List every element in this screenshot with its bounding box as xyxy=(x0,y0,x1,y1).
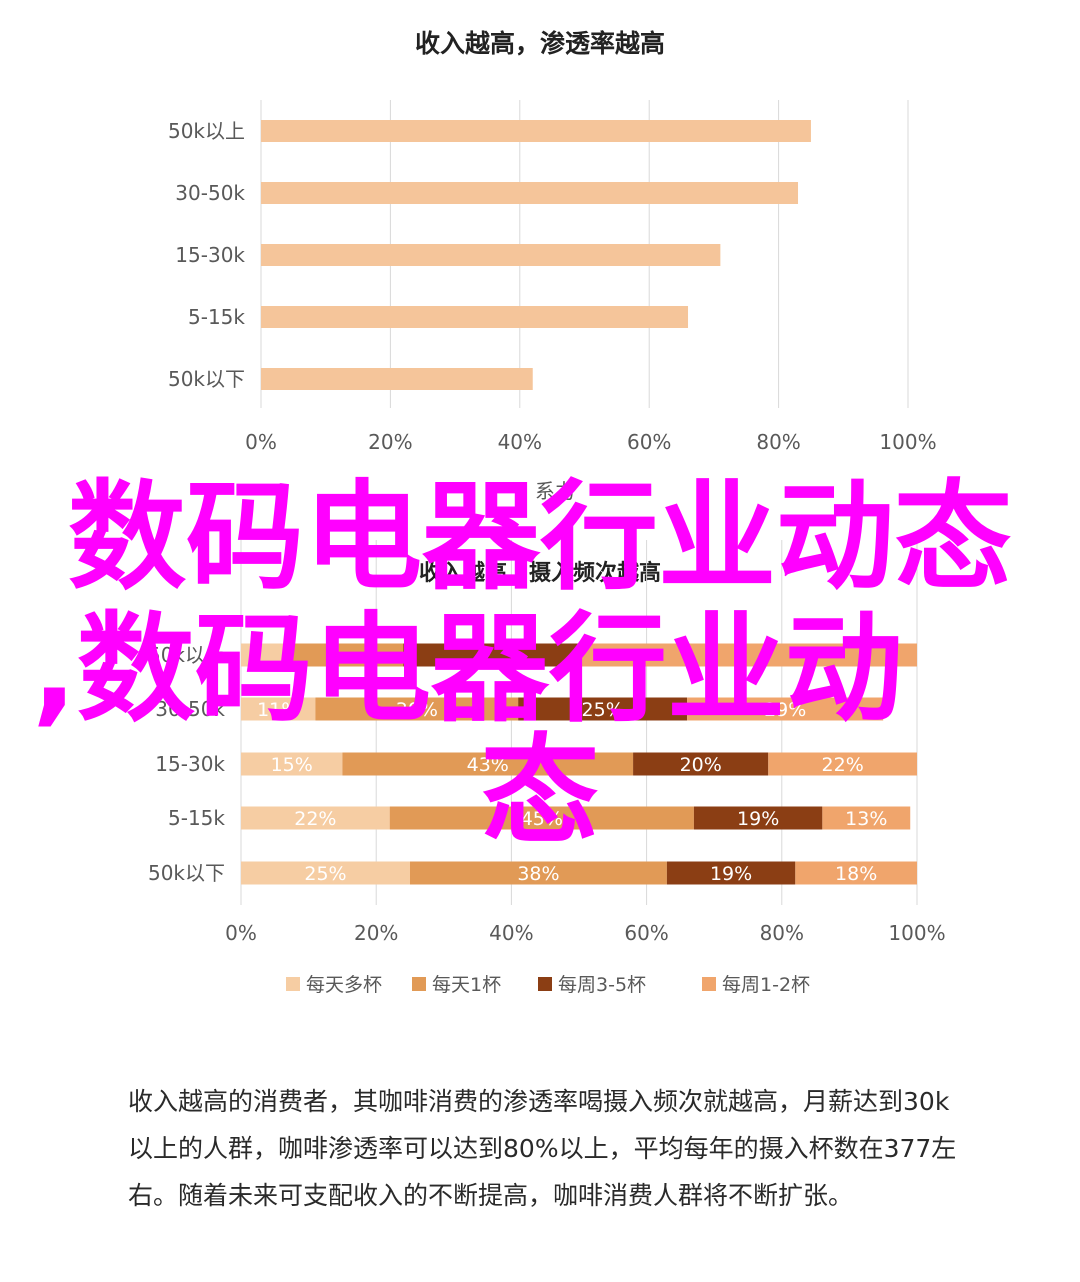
chart2-x-tick-label: 80% xyxy=(760,921,804,945)
chart2-data-label: 11% xyxy=(257,699,299,721)
chart2-legend-label: 每天多杯 xyxy=(306,974,382,996)
chart1-y-tick-label: 50k以下 xyxy=(168,367,245,391)
chart2-y-tick-label: 50k以下 xyxy=(148,861,225,885)
chart2-legend-swatch xyxy=(286,977,300,991)
chart2-y-tick-label: 15-30k xyxy=(155,752,225,776)
chart2-bar-segment xyxy=(241,643,289,667)
chart2-data-label: 20% xyxy=(680,754,722,776)
chart2-legend-swatch xyxy=(702,977,716,991)
chart2-bar-segment xyxy=(342,752,634,776)
chart1-bar xyxy=(261,120,811,142)
chart2-legend-label: 每周1-2杯 xyxy=(722,974,810,996)
chart2-data-label: 25% xyxy=(304,863,346,885)
chart2-bar-segment xyxy=(241,861,410,885)
chart2-data-label: 25% xyxy=(582,699,624,721)
chart2-data-label: 19% xyxy=(737,808,779,830)
chart1-y-tick-label: 5-15k xyxy=(188,305,245,329)
chart2-subtitle-fragment: 系力 xyxy=(535,479,575,503)
chart2-bar-segment xyxy=(579,643,917,667)
chart2-x-tick-label: 100% xyxy=(888,921,945,945)
chart2-x-tick-label: 0% xyxy=(225,921,257,945)
chart2-bar-segment xyxy=(288,643,404,667)
chart2-data-label: 30% xyxy=(396,699,438,721)
chart2-bar-segment xyxy=(403,643,579,667)
chart1-bar xyxy=(261,306,689,328)
chart1-title: 收入越高，渗透率越高 xyxy=(415,29,665,58)
chart1-y-tick-label: 50k以上 xyxy=(168,119,245,143)
chart2-data-label: 15% xyxy=(271,754,313,776)
chart2-data-label: 22% xyxy=(822,754,864,776)
chart1-x-tick-label: 40% xyxy=(498,430,542,454)
chart2-x-tick-label: 60% xyxy=(624,921,668,945)
chart2-y-tick-label: 30-50k xyxy=(155,697,225,721)
chart2-data-label: 43% xyxy=(467,754,509,776)
chart-canvas: 收入越高，渗透率越高 0% 20% 40% 60% 80% 100% 50k以上 30-50k 1… xyxy=(32,29,1012,996)
overlay-headline-line1: 数码电器行业动态 xyxy=(68,468,1012,606)
chart2-bar-segment xyxy=(633,752,769,776)
chart2-bar-segment xyxy=(822,806,911,830)
chart2-bar-segment xyxy=(389,806,694,830)
chart2-y-tick-label: 50k以上 xyxy=(148,643,225,667)
chart1-x-tick-label: 80% xyxy=(756,430,800,454)
chart1-bar xyxy=(261,368,533,390)
chart2-y-tick-label: 5-15k xyxy=(168,806,225,830)
overlay-headline-line3: 态 xyxy=(481,722,599,860)
chart2-bar-segment xyxy=(687,697,884,721)
chart2-data-label: 45% xyxy=(521,808,563,830)
chart2-data-label: 29% xyxy=(764,699,806,721)
chart2-x-tick-label: 20% xyxy=(354,921,398,945)
chart2-bar-segment xyxy=(315,697,519,721)
chart2-legend-swatch xyxy=(538,977,552,991)
chart2-legend-swatch xyxy=(412,977,426,991)
chart1-x-tick-label: 60% xyxy=(627,430,671,454)
chart2-legend-label: 每天1杯 xyxy=(432,974,501,996)
chart1-x-tick-label: 0% xyxy=(245,430,277,454)
chart2-title: 收入越高，摄入频次越高 xyxy=(419,560,661,586)
chart2-bar-segment xyxy=(241,697,316,721)
chart2-bar-segment xyxy=(241,806,390,830)
chart1-y-tick-label: 30-50k xyxy=(175,181,245,205)
chart2-bar-segment xyxy=(666,861,796,885)
chart1-y-tick-label: 15-30k xyxy=(175,243,245,267)
chart2-data-label: 22% xyxy=(294,808,336,830)
chart2-data-label: 18% xyxy=(835,863,877,885)
chart2-legend-label: 每周3-5杯 xyxy=(558,974,646,996)
chart1-x-tick-label: 100% xyxy=(879,430,936,454)
chart2-data-label: 13% xyxy=(845,808,887,830)
chart2-bar-segment xyxy=(768,752,917,776)
chart2-data-label: 38% xyxy=(517,863,559,885)
chart2-bar-segment xyxy=(518,697,688,721)
overlay-headline-line2: ,数码电器行业动 xyxy=(32,600,903,738)
chart2-x-tick-label: 40% xyxy=(489,921,533,945)
chart2-bar-segment xyxy=(410,861,667,885)
chart2-bar-segment xyxy=(693,806,823,830)
chart2-bar-segment xyxy=(795,861,917,885)
article-paragraph: 收入越高的消费者，其咖啡消费的渗透率喝摄入频次就越高，月薪达到30k以上的人群，… xyxy=(128,1087,957,1210)
chart2-bar-segment xyxy=(241,752,343,776)
chart1-bar xyxy=(261,182,799,204)
chart1-bar xyxy=(261,244,721,266)
chart1-x-tick-label: 20% xyxy=(368,430,412,454)
chart2-data-label: 19% xyxy=(710,863,752,885)
